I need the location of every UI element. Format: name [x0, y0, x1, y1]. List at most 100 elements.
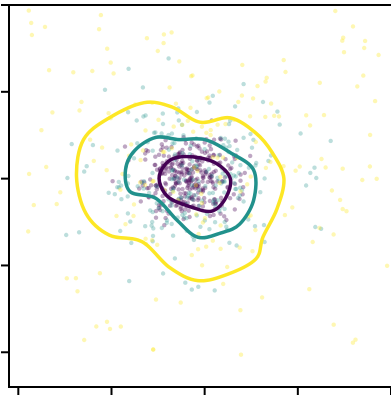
scatter-point-inner	[185, 167, 190, 172]
scatter-point-outer	[196, 231, 201, 237]
scatter-point-outer	[225, 264, 230, 270]
scatter-point-inner	[203, 170, 209, 175]
scatter-point-middle	[154, 201, 159, 206]
scatter-point-middle	[126, 66, 131, 72]
scatter-point-middle	[170, 141, 175, 146]
scatter-point-middle	[106, 190, 111, 195]
scatter-point-inner	[218, 137, 224, 142]
scatter-point-middle	[213, 183, 218, 188]
scatter-point-middle	[234, 186, 239, 192]
scatter-point-inner	[169, 144, 174, 150]
scatter-point-outer	[104, 319, 110, 324]
scatter-point-inner	[159, 142, 164, 147]
scatter-point-inner	[153, 215, 159, 220]
scatter-point-inner	[183, 178, 189, 183]
plot-background	[9, 5, 391, 387]
scatter-point-outer	[156, 117, 161, 123]
scatter-point-outer	[221, 281, 226, 287]
scatter-point-outer	[82, 337, 87, 343]
scatter-point-inner	[177, 150, 182, 155]
scatter-point-outer	[167, 85, 172, 90]
scatter-point-middle	[69, 141, 74, 147]
scatter-point-middle	[102, 87, 108, 93]
scatter-point-inner	[211, 137, 217, 142]
scatter-point-outer	[199, 200, 205, 206]
scatter-point-inner	[193, 186, 198, 191]
scatter-point-inner	[186, 180, 192, 185]
scatter-point-inner	[187, 196, 192, 201]
scatter-point-outer	[263, 114, 268, 120]
scatter-point-middle	[169, 221, 174, 227]
scatter-point-inner	[195, 185, 200, 190]
scatter-point-inner	[162, 168, 168, 173]
scatter-point-outer	[362, 38, 368, 44]
scatter-point-middle	[171, 176, 176, 181]
scatter-point-inner	[185, 185, 190, 191]
scatter-point-inner	[153, 183, 158, 188]
scatter-point-middle	[141, 186, 146, 191]
scatter-point-middle	[211, 200, 216, 205]
density-contours	[74, 100, 286, 283]
scatter-point-outer	[71, 70, 76, 75]
scatter-point-middle	[179, 122, 185, 128]
scatter-point-inner	[194, 166, 199, 171]
scatter-points	[26, 8, 390, 357]
scatter-point-inner	[218, 195, 224, 200]
scatter-point-middle	[212, 288, 217, 293]
scatter-point-middle	[170, 233, 176, 238]
scatter-point-middle	[226, 139, 231, 144]
scatter-point-middle	[328, 138, 333, 144]
scatter-point-inner	[188, 195, 193, 200]
scatter-point-inner	[217, 136, 223, 141]
scatter-point-middle	[254, 160, 259, 166]
scatter-point-outer	[210, 238, 215, 243]
scatter-point-inner	[195, 183, 200, 189]
scatter-point-outer	[268, 159, 273, 165]
scatter-point-middle	[116, 179, 122, 185]
scatter-point-inner	[233, 138, 238, 143]
scatter-point-outer	[238, 189, 243, 194]
scatter-point-inner	[200, 173, 206, 179]
scatter-point-inner	[170, 162, 175, 167]
scatter-point-outer	[185, 118, 190, 124]
scatter-point-inner	[189, 174, 194, 179]
scatter-point-outer	[169, 146, 175, 151]
scatter-point-outer	[108, 60, 113, 65]
scatter-point-middle	[169, 168, 175, 173]
scatter-point-outer	[140, 148, 146, 153]
scatter-point-outer	[144, 36, 150, 41]
scatter-point-outer	[50, 110, 55, 115]
scatter-point-outer	[151, 347, 156, 352]
scatter-point-inner	[220, 179, 225, 184]
scatter-point-inner	[196, 184, 201, 189]
scatter-point-inner	[156, 206, 161, 211]
scatter-point-middle	[203, 183, 208, 189]
scatter-point-inner	[188, 176, 193, 181]
scatter-point-middle	[233, 186, 238, 192]
scatter-point-outer	[341, 50, 347, 55]
scatter-point-middle	[141, 114, 146, 119]
scatter-point-outer	[173, 101, 179, 106]
scatter-point-inner	[156, 203, 162, 208]
scatter-point-inner	[188, 179, 194, 184]
scatter-point-outer	[215, 122, 220, 127]
scatter-point-outer	[118, 187, 123, 192]
scatter-point-inner	[172, 176, 177, 181]
scatter-point-inner	[189, 195, 195, 200]
scatter-point-outer	[191, 129, 196, 134]
scatter-point-inner	[213, 168, 218, 173]
scatter-point-middle	[260, 99, 266, 105]
scatter-point-inner	[175, 169, 180, 175]
scatter-point-middle	[160, 209, 165, 214]
scatter-point-inner	[185, 183, 191, 189]
scatter-point-outer	[31, 202, 36, 208]
scatter-point-middle	[206, 166, 212, 172]
scatter-point-middle	[150, 219, 155, 225]
scatter-point-outer	[331, 322, 336, 327]
scatter-point-middle	[246, 217, 251, 222]
scatter-point-inner	[178, 205, 184, 210]
scatter-point-middle	[160, 121, 166, 127]
scatter-point-middle	[211, 198, 216, 203]
scatter-point-middle	[193, 163, 199, 168]
scatter-point-inner	[189, 167, 195, 172]
